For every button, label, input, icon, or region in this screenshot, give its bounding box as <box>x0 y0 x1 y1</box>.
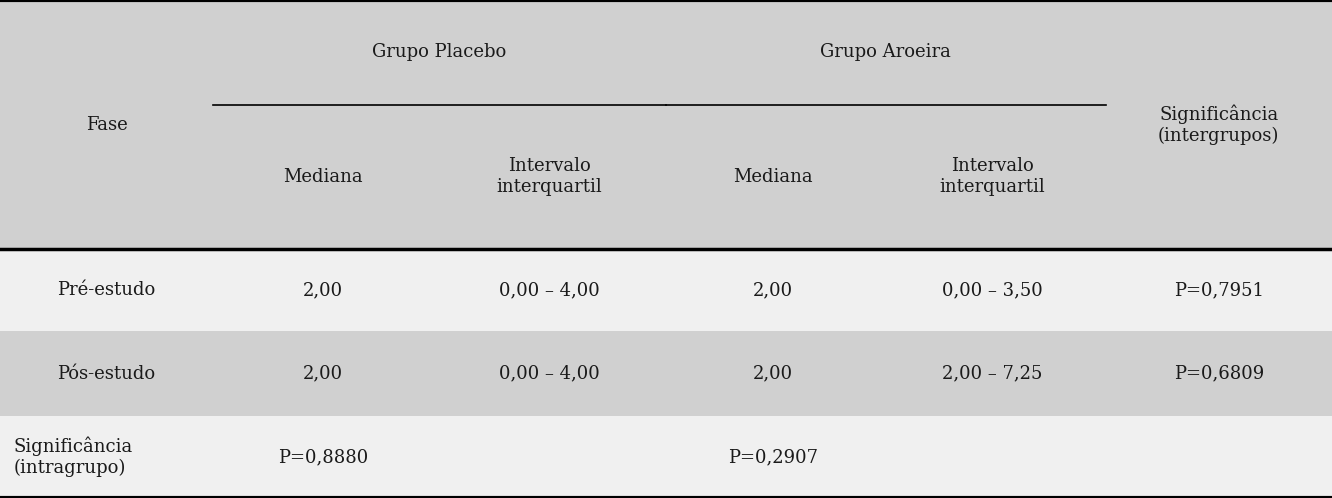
Text: 2,00: 2,00 <box>302 281 344 299</box>
Text: 2,00: 2,00 <box>753 281 793 299</box>
Text: Fase: Fase <box>85 116 128 133</box>
FancyBboxPatch shape <box>0 331 1332 416</box>
Text: Pré-estudo: Pré-estudo <box>57 281 156 299</box>
Text: P=0,8880: P=0,8880 <box>278 448 368 466</box>
Text: Significância
(intragrupo): Significância (intragrupo) <box>13 437 133 477</box>
Text: Grupo Placebo: Grupo Placebo <box>373 43 506 61</box>
Text: Grupo Aroeira: Grupo Aroeira <box>821 43 951 61</box>
Text: 0,00 – 3,50: 0,00 – 3,50 <box>942 281 1043 299</box>
Text: 0,00 – 4,00: 0,00 – 4,00 <box>500 365 599 382</box>
Text: P=0,2907: P=0,2907 <box>727 448 818 466</box>
Text: Intervalo
interquartil: Intervalo interquartil <box>939 157 1046 196</box>
Text: 2,00: 2,00 <box>302 365 344 382</box>
Text: 2,00: 2,00 <box>753 365 793 382</box>
Text: 0,00 – 4,00: 0,00 – 4,00 <box>500 281 599 299</box>
Text: Intervalo
interquartil: Intervalo interquartil <box>497 157 602 196</box>
FancyBboxPatch shape <box>0 416 1332 498</box>
Text: P=0,7951: P=0,7951 <box>1173 281 1264 299</box>
Text: Pós-estudo: Pós-estudo <box>57 365 156 382</box>
FancyBboxPatch shape <box>0 0 1332 249</box>
Text: Mediana: Mediana <box>284 168 362 186</box>
FancyBboxPatch shape <box>0 249 1332 331</box>
Text: P=0,6809: P=0,6809 <box>1173 365 1264 382</box>
Text: 2,00 – 7,25: 2,00 – 7,25 <box>942 365 1043 382</box>
Text: Significância
(intergrupos): Significância (intergrupos) <box>1158 104 1280 145</box>
Text: Mediana: Mediana <box>733 168 813 186</box>
